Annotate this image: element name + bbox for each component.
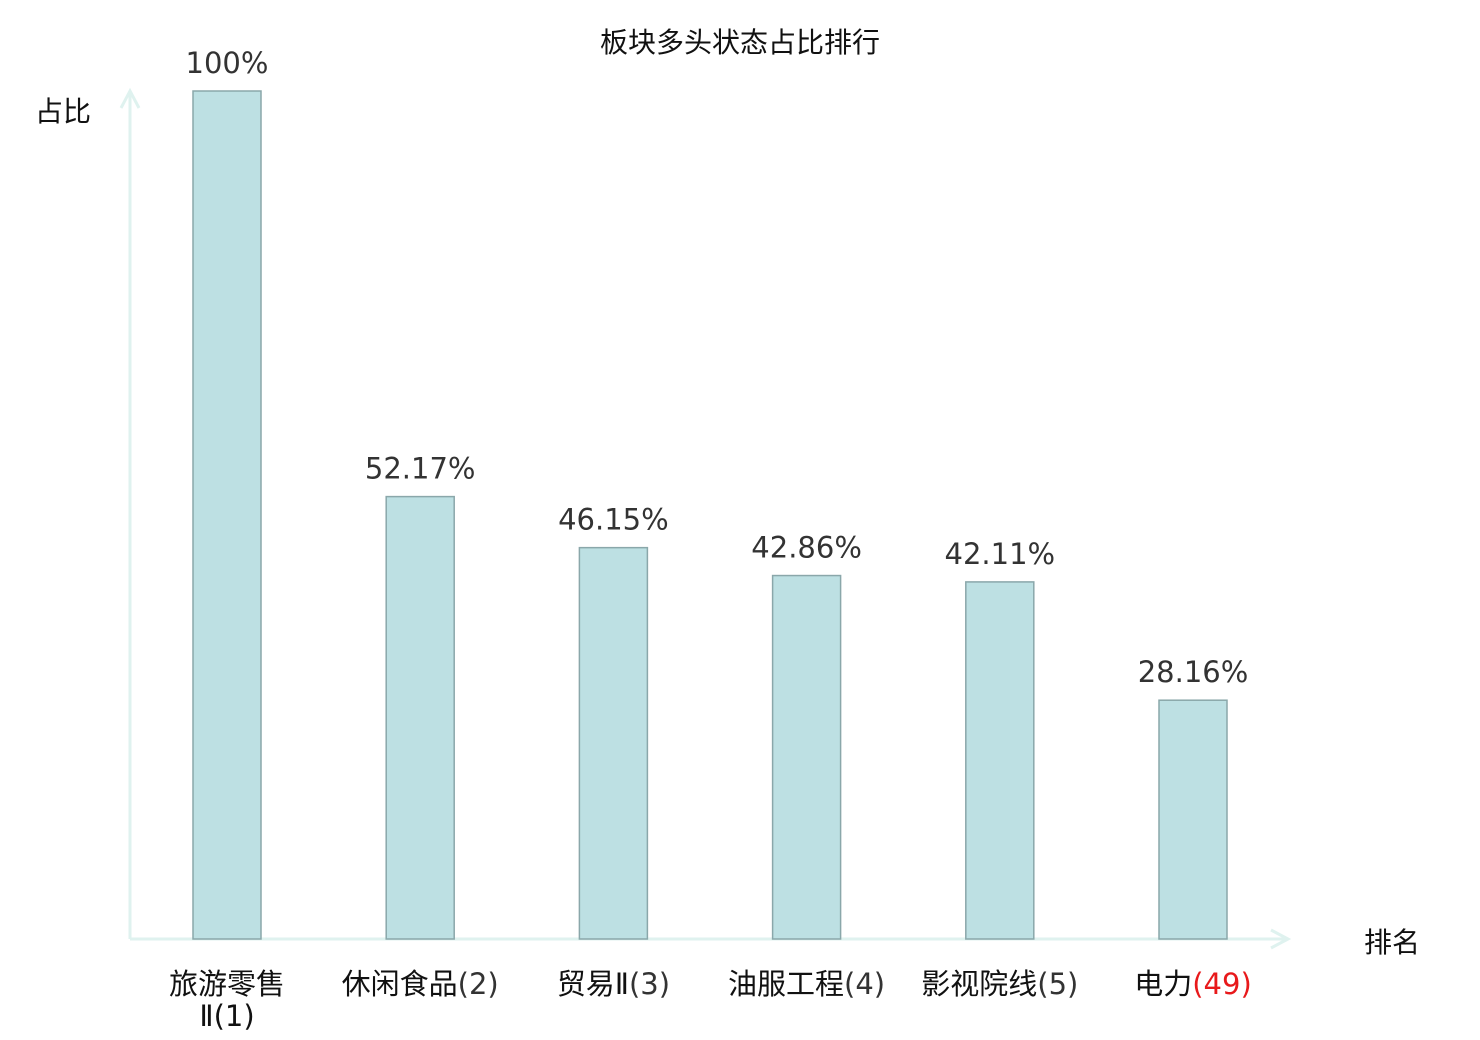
x-tick-label: 影视院线(5): [921, 967, 1078, 1001]
x-tick-name: 油服工程: [728, 967, 844, 1001]
x-tick-label: 电力(49): [1134, 967, 1252, 1001]
bar: [578, 546, 649, 940]
data-label: 28.16%: [1138, 655, 1249, 689]
x-tick-name: 电力: [1134, 967, 1192, 1001]
bar: [1158, 699, 1228, 940]
bar: [771, 574, 842, 940]
data-label: 42.11%: [945, 537, 1056, 571]
x-tick-rank: (3): [629, 967, 670, 1001]
x-tick-rank: (2): [458, 967, 499, 1001]
bar: [965, 581, 1035, 940]
data-label: 52.17%: [365, 452, 476, 486]
x-tick-rank: (4): [844, 967, 885, 1001]
x-tick-name: 影视院线: [921, 967, 1037, 1001]
x-tick-rank: (49): [1192, 967, 1252, 1001]
x-tick-name: 休闲食品: [342, 967, 458, 1001]
data-label: 42.86%: [751, 531, 862, 565]
x-tick-rank: (5): [1037, 967, 1078, 1001]
x-tick-label: 旅游零售: [169, 967, 285, 1001]
x-tick-label: 休闲食品(2): [342, 967, 499, 1001]
bar: [385, 495, 455, 940]
x-tick-rank: Ⅱ(1): [199, 999, 254, 1033]
chart-title: 板块多头状态占比排行: [600, 26, 880, 59]
data-label: 46.15%: [558, 503, 669, 537]
x-axis-label: 排名: [1364, 926, 1420, 959]
x-axis-arrow-icon: [1270, 928, 1292, 950]
x-tick-label: 贸易Ⅱ(3): [557, 967, 670, 1001]
x-tick-label: 油服工程(4): [728, 967, 885, 1001]
x-tick-name: 贸易Ⅱ: [557, 967, 629, 1001]
y-axis-label: 占比: [35, 95, 91, 128]
y-axis-arrow-icon: [119, 87, 141, 109]
bar: [192, 90, 262, 940]
data-label: 100%: [186, 46, 269, 80]
